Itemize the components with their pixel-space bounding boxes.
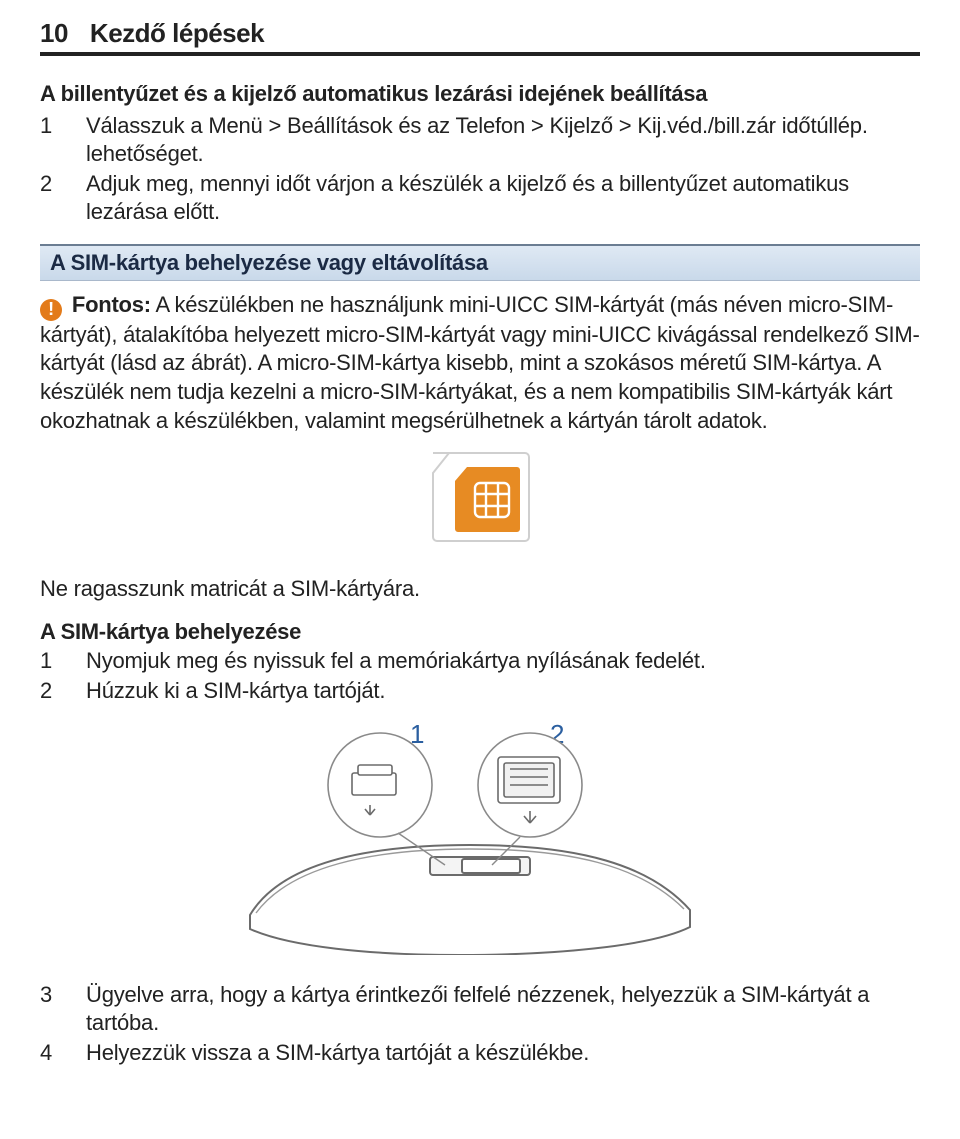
step-text: Nyomjuk meg és nyissuk fel a memóriakárt…: [86, 647, 920, 675]
step-text: Válasszuk a Menü > Beállítások és az Tel…: [86, 112, 920, 168]
note-no-sticker: Ne ragasszunk matricát a SIM-kártyára.: [40, 575, 920, 603]
list-item: 2 Adjuk meg, mennyi időt várjon a készül…: [40, 170, 920, 226]
heading-auto-lock: A billentyűzet és a kijelző automatikus …: [40, 80, 920, 108]
step-number: 2: [40, 170, 58, 226]
step-number: 4: [40, 1039, 58, 1067]
section-band-title: A SIM-kártya behelyezése vagy eltávolítá…: [50, 250, 488, 275]
step-number: 2: [40, 677, 58, 705]
sim-card-icon: [425, 449, 535, 545]
step-number: 1: [40, 647, 58, 675]
step-text: Helyezzük vissza a SIM-kártya tartóját a…: [86, 1039, 920, 1067]
section-band-sim: A SIM-kártya behelyezése vagy eltávolítá…: [40, 244, 920, 281]
step-number: 3: [40, 981, 58, 1037]
sim-card-figure: [40, 449, 920, 545]
device-figure: 1 2: [40, 715, 920, 955]
list-item: 2 Húzzuk ki a SIM-kártya tartóját.: [40, 677, 920, 705]
exclamation-icon: !: [40, 299, 62, 321]
step-number: 1: [40, 112, 58, 168]
list-item: 4 Helyezzük vissza a SIM-kártya tartóját…: [40, 1039, 920, 1067]
heading-insert-sim: A SIM-kártya behelyezése: [40, 619, 920, 645]
important-note: ! Fontos: A készülékben ne használjunk m…: [40, 291, 920, 435]
important-label: Fontos:: [72, 292, 151, 317]
list-item: 3 Ügyelve arra, hogy a kártya érintkezői…: [40, 981, 920, 1037]
list-item: 1 Válasszuk a Menü > Beállítások és az T…: [40, 112, 920, 168]
important-text: A készülékben ne használjunk mini-UICC S…: [40, 292, 920, 432]
step-text: Húzzuk ki a SIM-kártya tartóját.: [86, 677, 920, 705]
device-illustration-icon: 1 2: [220, 715, 740, 955]
step-text: Ügyelve arra, hogy a kártya érintkezői f…: [86, 981, 920, 1037]
page-section-title: Kezdő lépések: [90, 18, 264, 49]
page-header: 10 Kezdő lépések: [40, 18, 920, 56]
step-text: Adjuk meg, mennyi időt várjon a készülék…: [86, 170, 920, 226]
list-item: 1 Nyomjuk meg és nyissuk fel a memóriaká…: [40, 647, 920, 675]
page-number: 10: [40, 18, 68, 49]
